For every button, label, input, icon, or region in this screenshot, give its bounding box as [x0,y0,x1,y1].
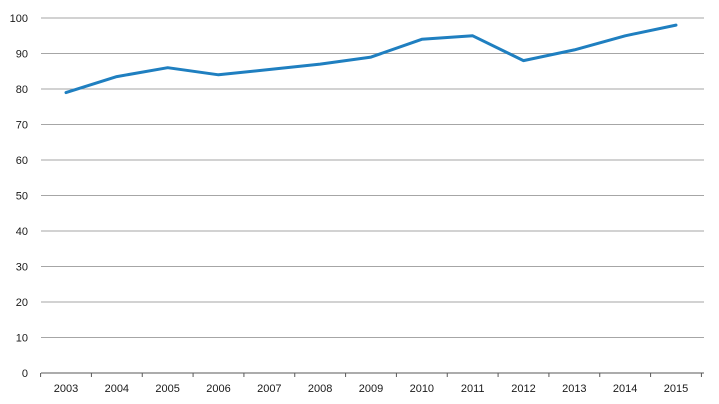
y-tick-label: 80 [16,84,28,96]
x-tick-label: 2013 [562,383,586,395]
x-tick-label: 2004 [105,383,129,395]
gridlines [41,17,704,338]
y-tick-label: 90 [16,49,28,61]
x-tick-label: 2010 [410,383,434,395]
x-tick-label: 2012 [511,383,535,395]
y-tick-label: 0 [22,368,28,380]
series-group [64,23,678,95]
x-tick-label: 2007 [257,383,281,395]
y-tick-label: 20 [16,297,28,309]
x-tick-label: 2006 [206,383,230,395]
x-tick-label: 2008 [308,383,332,395]
y-tick-label: 10 [16,333,28,345]
x-tick-label: 2003 [54,383,78,395]
x-tick-label: 2014 [613,383,637,395]
x-tick-label: 2015 [664,383,688,395]
x-tick-label: 2009 [359,383,383,395]
x-tick-label: 2005 [155,383,179,395]
x-axis [40,372,704,377]
y-tick-label: 30 [16,262,28,274]
y-tick-label: 50 [16,191,28,203]
x-axis-tick-labels: 2003 2004 2005 2006 2007 2008 2009 2010 2011 2012… [54,383,688,395]
x-tick-label: 2011 [461,383,485,395]
series-line-0 [64,23,678,95]
y-axis-tick-labels: 0 10 20 30 40 50 60 70 80 90 100 [10,13,28,380]
y-tick-label: 100 [10,13,28,25]
y-tick-label: 40 [16,226,28,238]
y-tick-label: 70 [16,120,28,132]
y-tick-label: 60 [16,155,28,167]
